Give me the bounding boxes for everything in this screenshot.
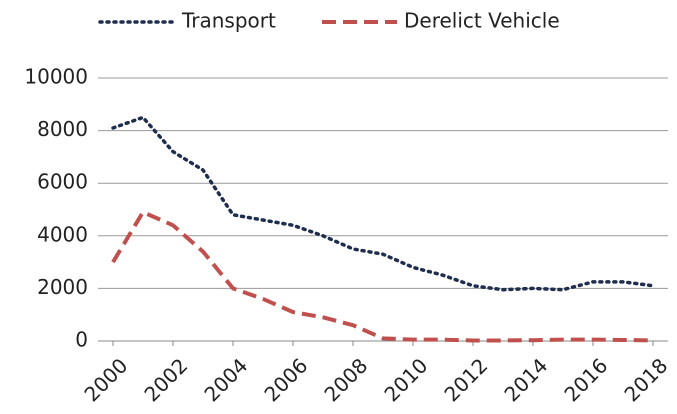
x-tick-label: 2006 [259,353,312,406]
x-tick-label: 2016 [559,353,612,406]
x-tick-label: 2000 [79,353,132,406]
y-tick-label: 2000 [37,275,88,299]
x-tick-label: 2012 [439,353,492,406]
x-tick-label: 2002 [139,353,192,406]
x-tick-label: 2004 [199,353,252,406]
y-tick-label: 4000 [37,222,88,246]
x-tick-label: 2018 [619,353,672,406]
series-line [111,210,654,343]
x-tick-label: 2010 [379,353,432,406]
legend-label: Derelict Vehicle [404,9,560,33]
y-tick-label: 10000 [24,65,88,89]
y-tick-label: 0 [75,328,88,352]
y-tick-label: 8000 [37,117,88,141]
legend-label: Transport [181,9,276,33]
series-line [111,115,655,292]
x-tick-label: 2008 [319,353,372,406]
y-tick-label: 6000 [37,170,88,194]
x-tick-label: 2014 [499,353,552,406]
